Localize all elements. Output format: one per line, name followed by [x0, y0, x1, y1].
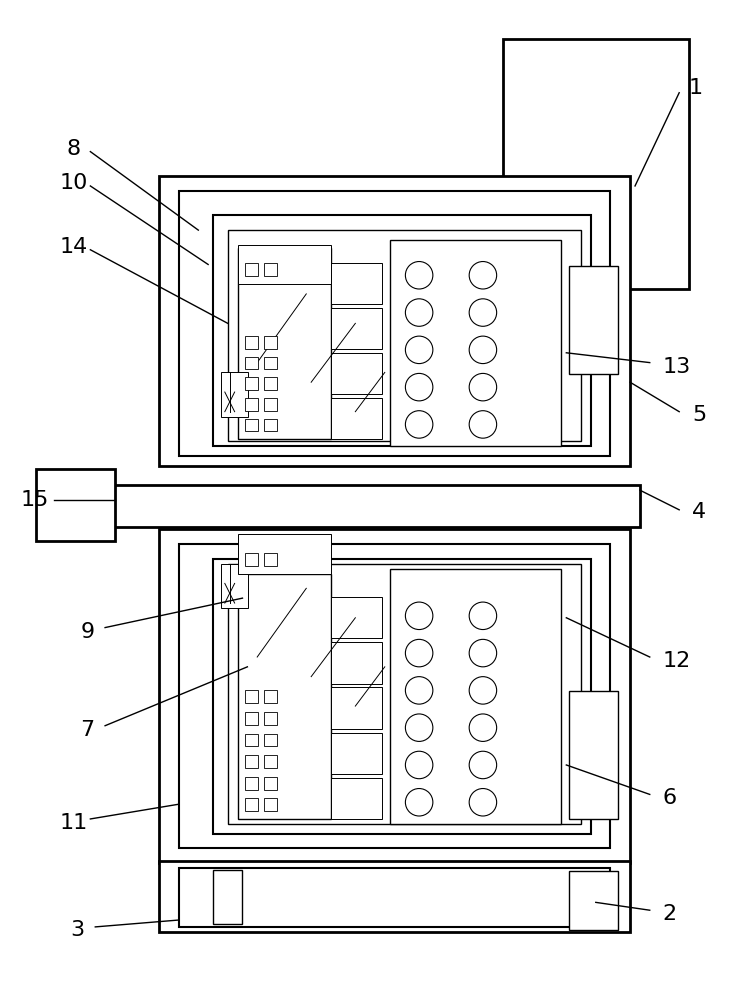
- Circle shape: [405, 677, 433, 704]
- Bar: [330, 597, 382, 638]
- Bar: [264, 336, 277, 349]
- Circle shape: [469, 602, 497, 630]
- Bar: [569, 871, 618, 930]
- Bar: [330, 687, 382, 729]
- Circle shape: [469, 789, 497, 816]
- Bar: [228, 230, 581, 441]
- Bar: [330, 263, 382, 304]
- Circle shape: [405, 299, 433, 326]
- Circle shape: [469, 677, 497, 704]
- Circle shape: [469, 262, 497, 289]
- Bar: [245, 398, 258, 411]
- Text: 6: 6: [662, 788, 677, 808]
- Bar: [245, 263, 258, 276]
- Bar: [213, 870, 242, 924]
- Text: 9: 9: [81, 622, 95, 642]
- Text: 2: 2: [662, 904, 677, 924]
- Bar: [264, 798, 277, 811]
- Bar: [237, 245, 330, 284]
- Bar: [389, 569, 562, 824]
- Circle shape: [405, 714, 433, 741]
- Bar: [330, 778, 382, 819]
- Bar: [264, 734, 277, 746]
- Bar: [503, 39, 689, 289]
- Bar: [237, 574, 330, 819]
- Bar: [159, 176, 630, 466]
- Text: 13: 13: [662, 357, 691, 377]
- Bar: [61, 485, 640, 527]
- Circle shape: [405, 639, 433, 667]
- Text: 11: 11: [60, 813, 88, 833]
- Bar: [264, 419, 277, 431]
- Circle shape: [405, 789, 433, 816]
- Bar: [213, 215, 591, 446]
- Bar: [264, 777, 277, 790]
- Bar: [245, 690, 258, 703]
- Bar: [330, 308, 382, 349]
- Bar: [245, 734, 258, 746]
- Circle shape: [405, 411, 433, 438]
- Bar: [221, 372, 248, 417]
- Bar: [159, 529, 630, 863]
- Circle shape: [469, 639, 497, 667]
- Circle shape: [469, 411, 497, 438]
- Bar: [245, 419, 258, 431]
- Bar: [264, 755, 277, 768]
- Circle shape: [405, 336, 433, 364]
- Text: 14: 14: [60, 237, 88, 257]
- Text: 3: 3: [71, 920, 84, 940]
- Bar: [330, 642, 382, 684]
- Bar: [213, 559, 591, 834]
- Bar: [179, 868, 610, 927]
- Bar: [264, 690, 277, 703]
- Bar: [228, 564, 581, 824]
- Circle shape: [469, 373, 497, 401]
- Bar: [264, 357, 277, 369]
- Bar: [221, 564, 248, 608]
- Bar: [264, 712, 277, 725]
- Bar: [245, 798, 258, 811]
- Bar: [245, 336, 258, 349]
- Bar: [245, 553, 258, 566]
- Bar: [237, 534, 330, 574]
- Bar: [37, 469, 115, 541]
- Text: 5: 5: [692, 405, 706, 425]
- Bar: [569, 266, 618, 374]
- Bar: [159, 861, 630, 932]
- Text: 10: 10: [60, 173, 88, 193]
- Text: 4: 4: [692, 502, 706, 522]
- Text: 1: 1: [689, 78, 703, 98]
- Bar: [179, 544, 610, 848]
- Circle shape: [405, 262, 433, 289]
- Bar: [245, 377, 258, 390]
- Bar: [330, 398, 382, 439]
- Bar: [389, 240, 562, 446]
- Circle shape: [469, 336, 497, 364]
- Bar: [245, 357, 258, 369]
- Circle shape: [405, 602, 433, 630]
- Bar: [264, 553, 277, 566]
- Bar: [330, 353, 382, 394]
- Circle shape: [469, 714, 497, 741]
- Bar: [569, 691, 618, 819]
- Bar: [237, 248, 330, 439]
- Bar: [264, 263, 277, 276]
- Bar: [179, 191, 610, 456]
- Bar: [264, 377, 277, 390]
- Circle shape: [405, 751, 433, 779]
- Circle shape: [469, 751, 497, 779]
- Text: 15: 15: [20, 490, 48, 510]
- Circle shape: [405, 373, 433, 401]
- Text: 12: 12: [662, 651, 691, 671]
- Bar: [245, 712, 258, 725]
- Text: 8: 8: [66, 139, 81, 159]
- Bar: [330, 733, 382, 774]
- Text: 7: 7: [81, 720, 95, 740]
- Bar: [245, 755, 258, 768]
- Circle shape: [469, 299, 497, 326]
- Bar: [245, 777, 258, 790]
- Bar: [264, 398, 277, 411]
